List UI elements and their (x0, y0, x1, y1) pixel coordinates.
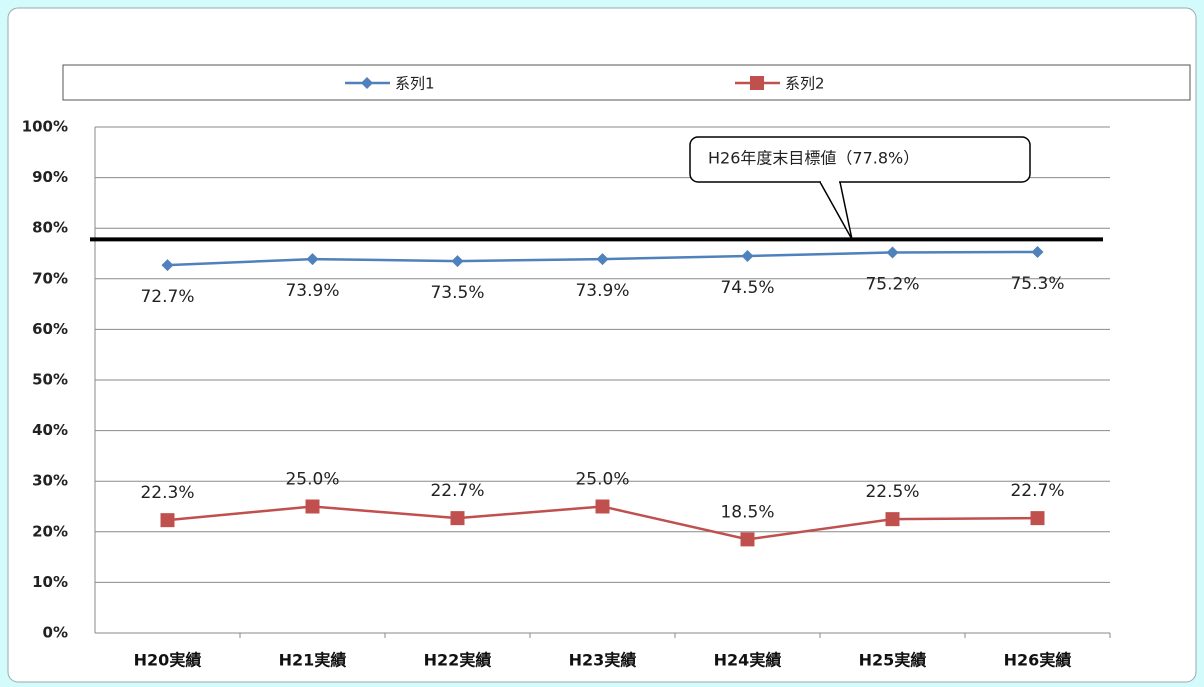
point (161, 259, 174, 272)
point (596, 253, 609, 266)
data-label: 75.2% (865, 274, 919, 294)
callout-box (689, 136, 1031, 183)
data-label: 22.7% (430, 481, 484, 501)
x-tick-label: H25実績 (859, 651, 927, 670)
point (1030, 511, 1045, 526)
legend-label: 系列2 (785, 75, 825, 93)
y-tick-label: 80% (32, 219, 68, 237)
data-label: 73.9% (575, 281, 629, 301)
legend-label: 系列1 (395, 75, 435, 93)
legend-box (62, 64, 1191, 101)
y-tick-label: 30% (32, 472, 68, 490)
x-tick-label: H26実績 (1004, 651, 1072, 670)
point (740, 532, 755, 547)
y-tick-label: 50% (32, 371, 68, 389)
point (595, 499, 610, 514)
data-label: 22.3% (140, 483, 194, 503)
y-tick-label: 70% (32, 269, 68, 287)
point (160, 513, 175, 528)
point (305, 499, 320, 514)
x-tick-label: H23実績 (569, 651, 637, 670)
chart-frame (7, 7, 1197, 683)
point (1031, 245, 1044, 258)
x-tick-label: H20実績 (134, 651, 202, 670)
point (886, 246, 899, 259)
x-tick-label: H21実績 (279, 651, 347, 670)
data-label: 73.5% (430, 283, 484, 303)
point (741, 250, 754, 263)
callout-pointer (819, 181, 853, 240)
point (306, 253, 319, 266)
y-tick-label: 60% (32, 320, 68, 338)
x-tick-label: H22実績 (424, 651, 492, 670)
y-tick-label: 100% (22, 118, 68, 136)
data-label: 18.5% (720, 502, 774, 522)
data-label: 22.7% (1010, 481, 1064, 501)
data-label: 74.5% (720, 278, 774, 298)
data-label: 22.5% (865, 482, 919, 502)
point (451, 255, 464, 268)
y-tick-label: 0% (43, 624, 68, 642)
point (450, 511, 465, 526)
y-tick-label: 90% (32, 168, 68, 186)
data-label: 25.0% (285, 470, 339, 490)
point (361, 77, 373, 89)
x-tick-label: H24実績 (714, 651, 782, 670)
y-tick-label: 40% (32, 421, 68, 439)
point (750, 76, 764, 90)
data-label: 25.0% (575, 470, 629, 490)
data-label: 73.9% (285, 281, 339, 301)
point (885, 512, 900, 527)
y-tick-label: 20% (32, 522, 68, 540)
y-tick-label: 10% (32, 573, 68, 591)
annotation: H26年度末目標値（77.8%） (708, 149, 919, 168)
data-label: 72.7% (140, 287, 194, 307)
data-label: 75.3% (1010, 274, 1064, 294)
